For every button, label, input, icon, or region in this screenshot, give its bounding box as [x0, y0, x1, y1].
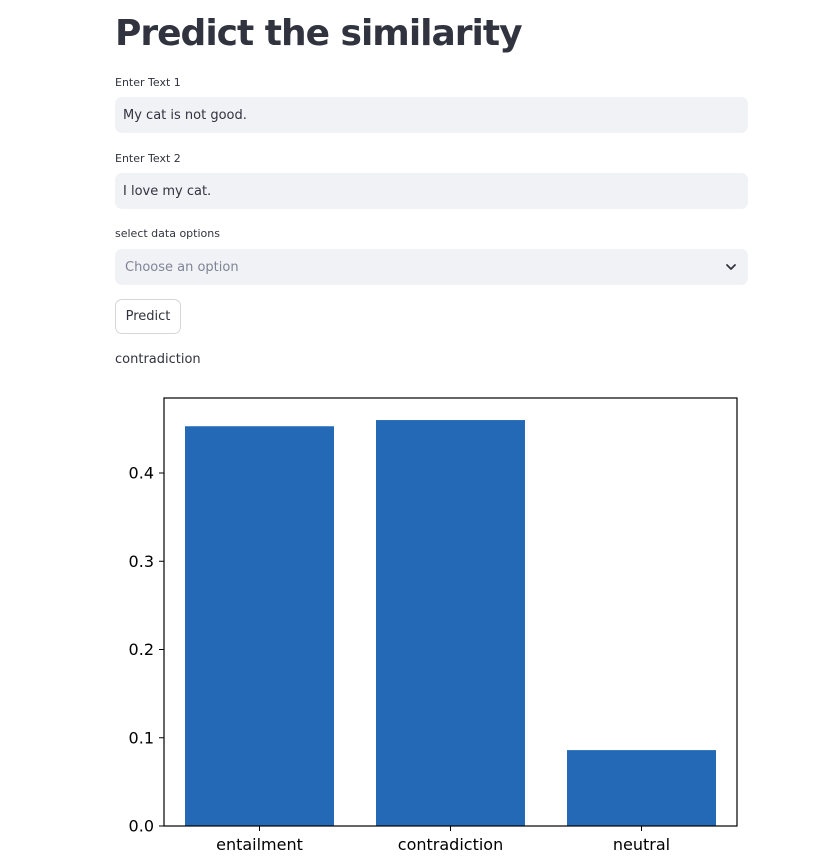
- select-placeholder: Choose an option: [125, 259, 239, 275]
- bar-contradiction: [376, 420, 525, 826]
- text1-label: Enter Text 1: [115, 76, 181, 89]
- prediction-result: contradiction: [115, 352, 201, 367]
- bar-neutral: [567, 750, 716, 826]
- x-tick-label: entailment: [216, 835, 303, 854]
- data-options-select[interactable]: Choose an option: [115, 249, 748, 285]
- y-tick-label: 0.1: [129, 728, 154, 747]
- y-tick-label: 0.0: [129, 817, 154, 836]
- page-title: Predict the similarity: [115, 13, 523, 54]
- text1-input[interactable]: [115, 97, 748, 133]
- text2-label: Enter Text 2: [115, 152, 181, 165]
- chevron-down-icon: [724, 260, 738, 274]
- x-tick-label: neutral: [613, 835, 670, 854]
- y-tick-label: 0.4: [129, 464, 154, 483]
- y-tick-label: 0.2: [129, 640, 154, 659]
- y-tick-label: 0.3: [129, 552, 154, 571]
- similarity-bar-chart: 0.0 0.1 0.2 0.3 0.4 entailment contradiction ne…: [129, 397, 738, 854]
- predict-button[interactable]: Predict: [115, 299, 181, 334]
- select-label: select data options: [115, 227, 220, 240]
- x-tick-label: contradiction: [398, 835, 503, 854]
- text2-input[interactable]: [115, 173, 748, 209]
- bar-entailment: [185, 426, 334, 826]
